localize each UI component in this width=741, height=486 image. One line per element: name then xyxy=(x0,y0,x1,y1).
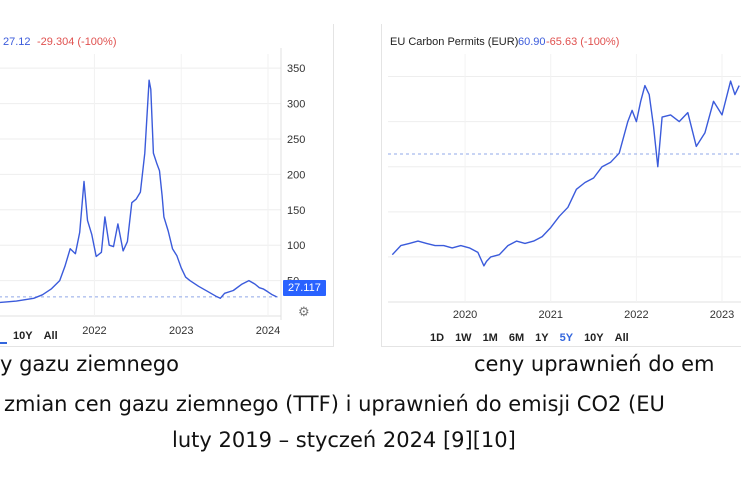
timeframe-all[interactable]: All xyxy=(43,330,58,342)
eu-timeframe-bar: 1D 1W 1M 6M 1Y 5Y 10Y All xyxy=(430,332,640,344)
eu-x-tick-label: 2021 xyxy=(538,309,562,321)
ttf-x-tick-label: 2023 xyxy=(169,325,193,337)
caption-right-label: ceny uprawnień do em xyxy=(474,352,715,376)
eu-carbon-header-price: 60.90 xyxy=(518,36,546,48)
timeframe-1d[interactable]: 1D xyxy=(430,332,445,344)
ttf-y-tick-label: 350 xyxy=(287,63,305,75)
ttf-y-tick-label: 300 xyxy=(287,99,305,111)
ttf-y-tick-label: 200 xyxy=(287,169,305,181)
ttf-y-tick-label: 100 xyxy=(287,240,305,252)
gear-icon[interactable]: ⚙ xyxy=(298,304,310,319)
ttf-price-series-line xyxy=(0,79,278,304)
eu-carbon-title: EU Carbon Permits (EUR) xyxy=(390,36,518,48)
eu-x-tick-label: 2020 xyxy=(453,309,477,321)
caption-line-2: zmian cen gazu ziemnego (TTF) i uprawnie… xyxy=(4,392,665,416)
eu-carbon-header-change: -65.63 (-100%) xyxy=(546,36,619,48)
ttf-y-tick-label: 150 xyxy=(287,205,305,217)
timeframe-6m[interactable]: 6M xyxy=(508,332,525,344)
ttf-last-price-tag: 27.117 xyxy=(283,280,326,296)
timeframe-1m[interactable]: 1M xyxy=(482,332,498,344)
ttf-timeframe-bar: 10Y All xyxy=(13,330,69,342)
timeframe-1w[interactable]: 1W xyxy=(455,332,472,344)
ttf-header-price: 27.12 xyxy=(3,36,31,48)
eu-carbon-chart-panel: 2020 2021 2022 2023 EU Carbon Permits (EUR)… xyxy=(381,24,741,347)
timeframe-1y[interactable]: 1Y xyxy=(535,332,549,344)
ttf-x-tick-label: 2022 xyxy=(82,325,106,337)
eu-x-tick-label: 2022 xyxy=(624,309,648,321)
eu-carbon-chart-svg: 2020 2021 2022 2023 EU Carbon Permits (EUR)… xyxy=(388,36,741,321)
caption-line-3: luty 2019 – styczeń 2024 [9][10] xyxy=(172,428,516,452)
timeframe-10y[interactable]: 10Y xyxy=(584,332,604,344)
timeframe-10y[interactable]: 10Y xyxy=(13,330,33,342)
ttf-header-change: -29.304 (-100%) xyxy=(37,36,117,48)
timeframe-5y[interactable]: 5Y xyxy=(559,332,574,344)
timeframe-all[interactable]: All xyxy=(614,332,629,344)
caption-left-label: y gazu ziemnego xyxy=(0,352,179,376)
active-timeframe-marker xyxy=(0,342,7,344)
ttf-x-tick-label: 2024 xyxy=(256,325,280,337)
eu-price-series-line xyxy=(391,80,740,267)
eu-x-tick-label: 2023 xyxy=(710,309,734,321)
ttf-y-tick-label: 250 xyxy=(287,134,305,146)
